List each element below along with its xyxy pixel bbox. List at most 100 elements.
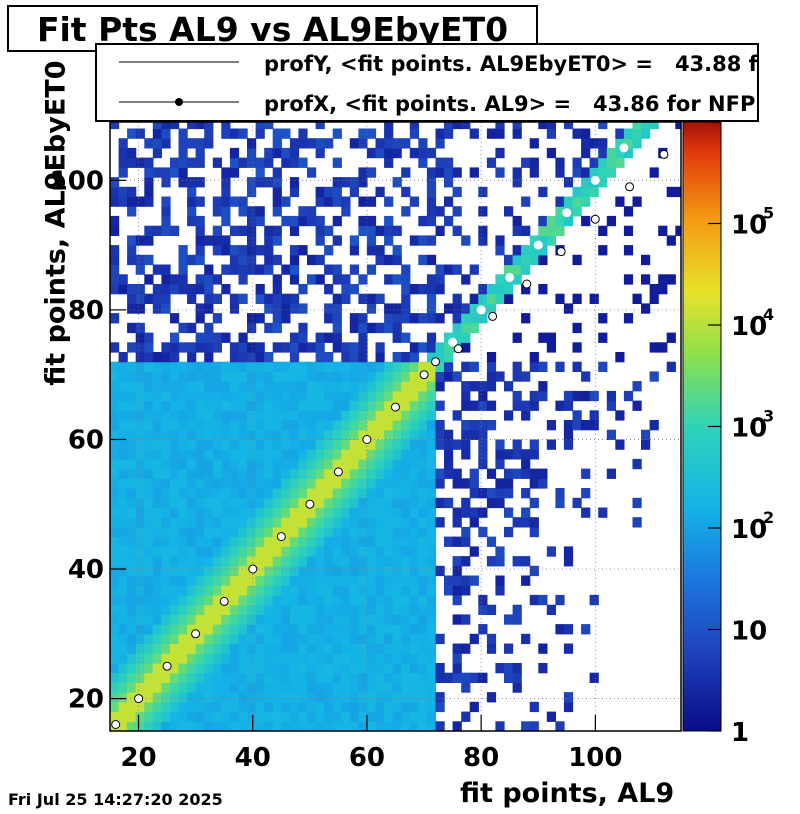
x-axis-title: fit points, AL9: [460, 778, 675, 809]
heatmap-cell: [110, 517, 120, 528]
heatmap-cell: [195, 536, 205, 547]
heatmap-cell: [409, 478, 419, 489]
heatmap-cell: [581, 390, 591, 402]
heatmap-cell: [366, 614, 377, 625]
heatmap-cell: [110, 682, 120, 693]
heatmap-cell: [358, 215, 368, 227]
heatmap-cell: [615, 352, 625, 363]
heatmap-cell: [204, 692, 214, 703]
heatmap-cell: [221, 672, 231, 683]
heatmap-cell: [204, 439, 214, 450]
heatmap-cell: [315, 614, 325, 625]
heatmap-cell: [581, 488, 591, 499]
heatmap-cell: [135, 565, 145, 577]
heatmap-cell: [349, 390, 359, 402]
heatmap-cell: [289, 215, 300, 227]
heatmap-cell: [324, 721, 334, 731]
heatmap-cell: [555, 215, 565, 227]
heatmap-cell: [178, 322, 188, 334]
heatmap-cell: [366, 458, 377, 470]
heatmap-cell: [144, 352, 154, 363]
heatmap-cell: [426, 594, 437, 606]
heatmap-cell: [307, 468, 317, 479]
heatmap-cell: [247, 701, 257, 713]
heatmap-cell: [187, 721, 197, 731]
heatmap-cell: [461, 381, 471, 392]
heatmap-cell: [281, 371, 291, 382]
heatmap-cell: [401, 138, 411, 149]
heatmap-cell: [289, 565, 300, 577]
heatmap-cell: [144, 594, 154, 606]
heatmap-cell: [538, 245, 548, 256]
heatmap-cell: [649, 122, 659, 130]
heatmap-cell: [581, 624, 591, 635]
heatmap-cell: [264, 245, 274, 256]
heatmap-cell: [401, 633, 411, 645]
heatmap-cell: [135, 322, 145, 334]
heatmap-cell: [255, 313, 265, 324]
heatmap-cell: [512, 449, 522, 460]
heatmap-cell: [161, 420, 171, 431]
heatmap-cell: [110, 313, 120, 324]
heatmap-cell: [563, 215, 574, 227]
heatmap-cell: [409, 507, 419, 518]
heatmap-cell: [461, 575, 471, 586]
heatmap-cell: [495, 458, 505, 470]
heatmap-cell: [375, 507, 385, 518]
heatmap-cell: [615, 196, 625, 207]
heatmap-cell: [418, 682, 428, 693]
heatmap-cell: [478, 225, 488, 236]
heatmap-cell: [264, 468, 274, 479]
heatmap-cell: [401, 429, 411, 440]
heatmap-cell: [212, 245, 222, 256]
heatmap-cell: [212, 653, 222, 664]
heatmap-cell: [110, 361, 120, 372]
heatmap-cell: [349, 663, 359, 674]
heatmap-cell: [221, 186, 231, 198]
heatmap-cell: [289, 653, 300, 664]
heatmap-cell: [418, 138, 428, 149]
heatmap-cell: [392, 663, 402, 674]
heatmap-cell: [272, 711, 282, 722]
heatmap-cell: [204, 672, 214, 683]
heatmap-cell: [409, 410, 419, 421]
heatmap-cell: [264, 235, 274, 246]
heatmap-cell: [247, 313, 257, 324]
heatmap-cell: [118, 478, 128, 489]
heatmap-cell: [401, 284, 411, 295]
heatmap-cell: [118, 381, 128, 392]
heatmap-cell: [401, 575, 411, 586]
heatmap-cell: [349, 536, 359, 547]
heatmap-cell: [229, 352, 240, 363]
heatmap-cell: [315, 643, 325, 654]
heatmap-cell: [623, 274, 634, 285]
heatmap-cell: [332, 614, 342, 625]
heatmap-cell: [204, 478, 214, 489]
heatmap-cell: [127, 322, 137, 334]
heatmap-cell: [272, 517, 282, 528]
heatmap-cell: [409, 653, 419, 664]
heatmap-cell: [315, 439, 325, 450]
heatmap-cell: [615, 147, 625, 159]
heatmap-cell: [435, 721, 445, 731]
heatmap-cell: [341, 284, 351, 295]
heatmap-cell: [401, 711, 411, 722]
heatmap-cell: [341, 594, 351, 606]
heatmap-cell: [392, 633, 402, 645]
heatmap-cell: [426, 692, 437, 703]
heatmap-cell: [255, 245, 265, 256]
heatmap-cell: [272, 633, 282, 645]
heatmap-cell: [170, 517, 180, 528]
heatmap-cell: [375, 245, 385, 256]
heatmap-cell: [238, 575, 248, 586]
heatmap-cell: [452, 556, 462, 567]
heatmap-cell: [426, 381, 437, 392]
heatmap-cell: [469, 400, 479, 411]
heatmap-cell: [649, 371, 659, 382]
heatmap-cell: [221, 361, 231, 372]
heatmap-cell: [349, 556, 359, 567]
heatmap-cell: [358, 585, 368, 596]
heatmap-cell: [418, 235, 428, 246]
heatmap-cell: [161, 274, 171, 285]
